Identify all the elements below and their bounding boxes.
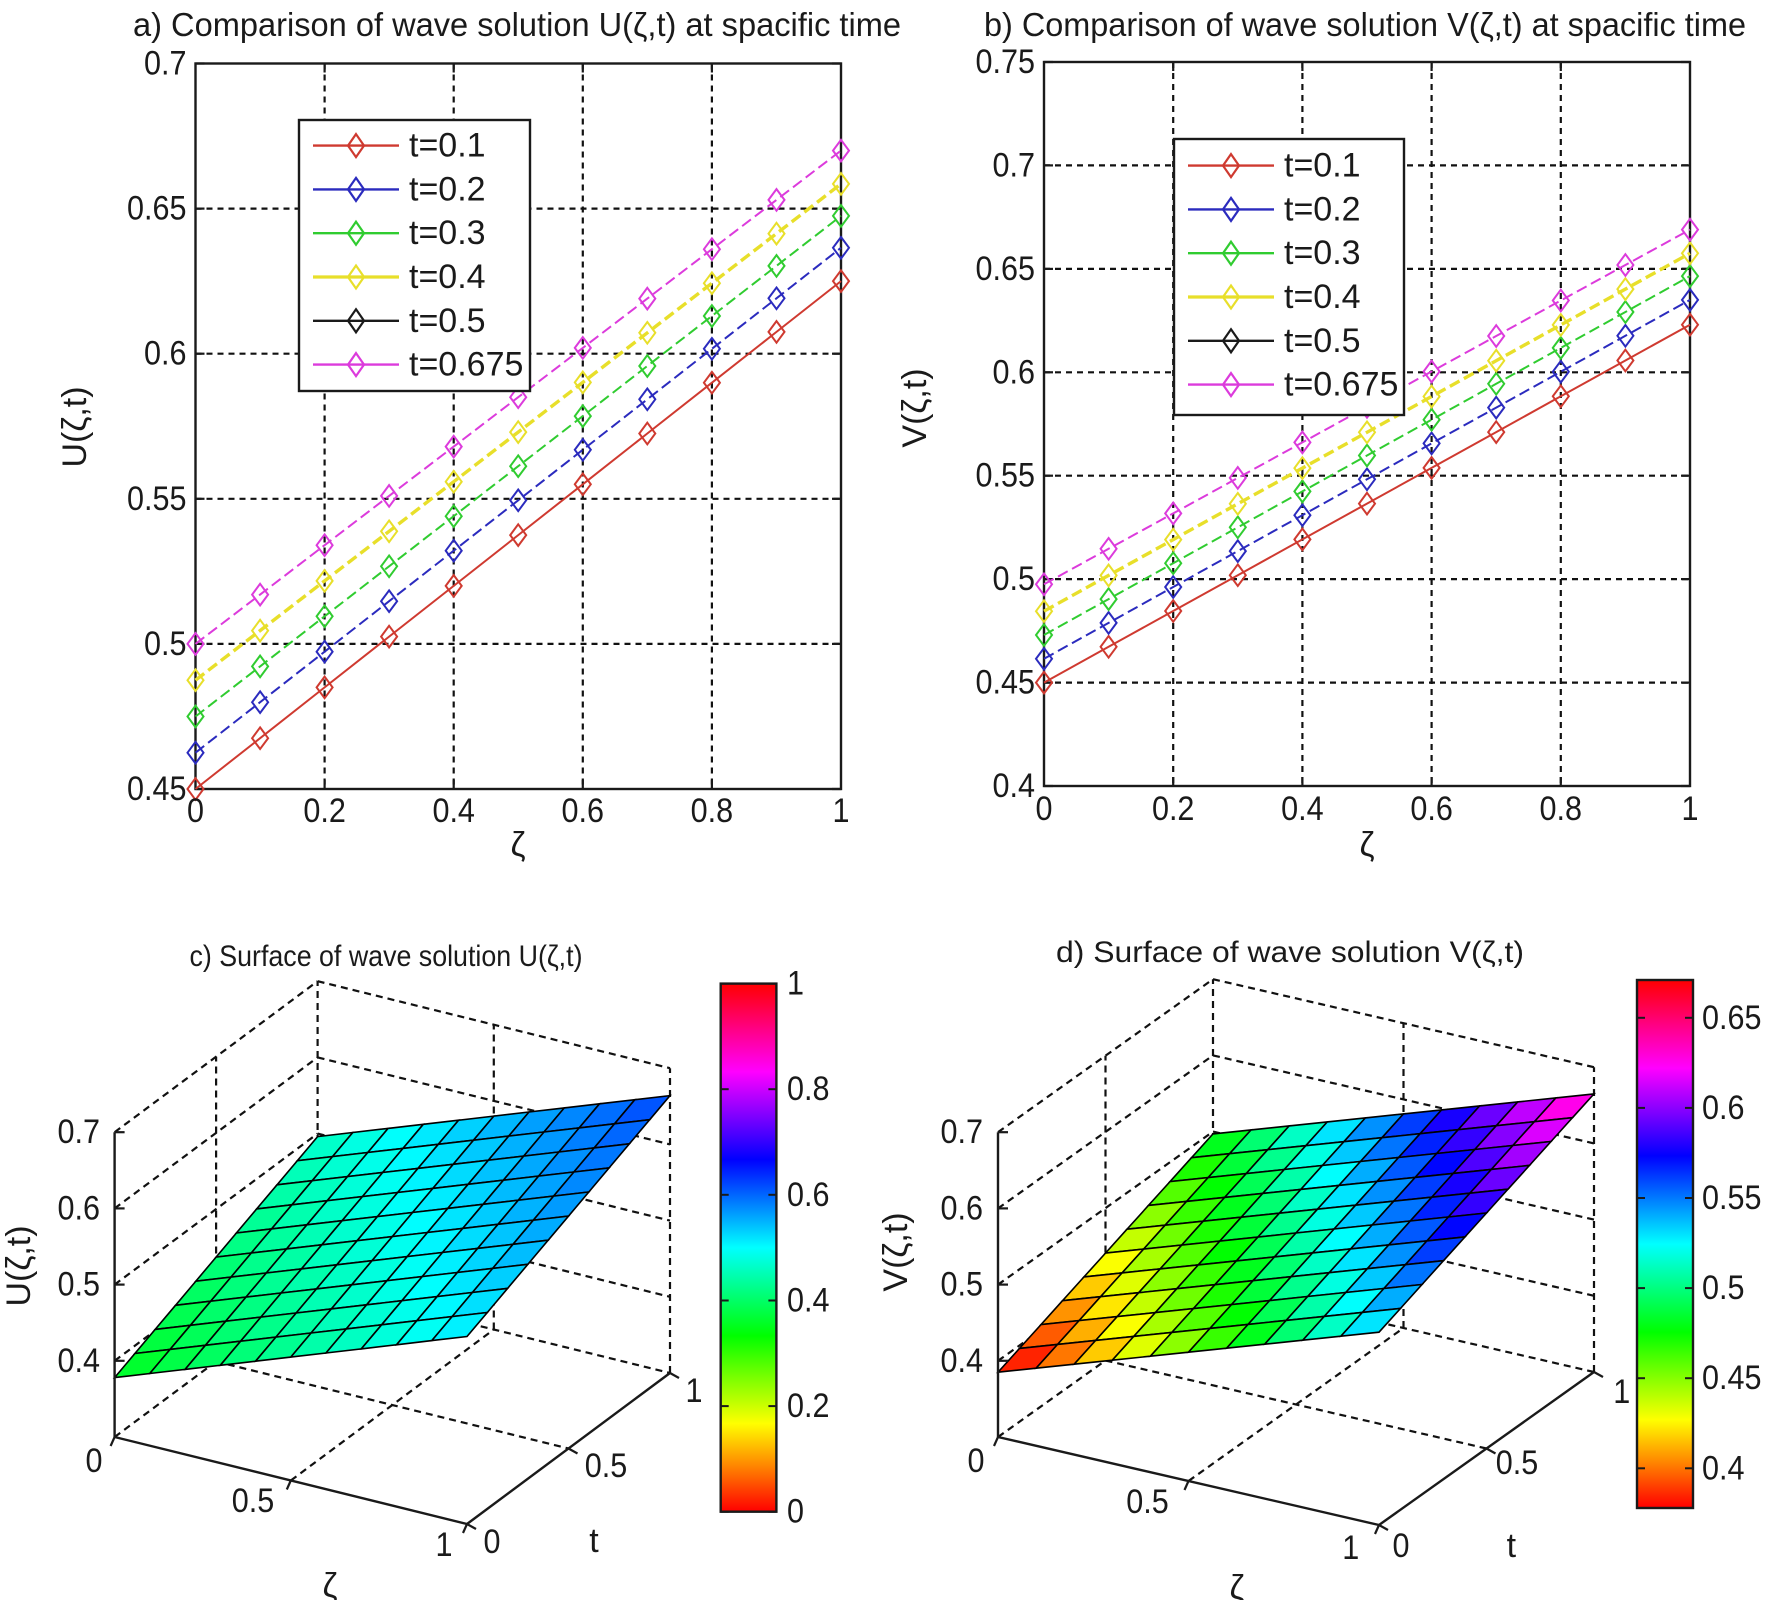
svg-text:0.5: 0.5	[58, 1266, 101, 1304]
svg-text:1: 1	[1342, 1529, 1359, 1567]
svg-text:0.6: 0.6	[993, 353, 1036, 391]
svg-text:0: 0	[787, 1493, 804, 1531]
svg-text:t=0.2: t=0.2	[1284, 190, 1361, 228]
svg-text:0.65: 0.65	[127, 190, 187, 228]
svg-text:0.45: 0.45	[127, 770, 187, 808]
svg-text:d) Surface of wave solution V(: d) Surface of wave solution V(ζ,t)	[1056, 936, 1524, 969]
svg-text:a) Comparison of wave solution: a) Comparison of wave solution U(ζ,t) at…	[133, 6, 901, 43]
svg-text:c) Surface of wave solution U(: c) Surface of wave solution U(ζ,t)	[190, 940, 583, 973]
svg-text:t=0.675: t=0.675	[1284, 366, 1398, 404]
svg-text:1: 1	[686, 1372, 703, 1410]
svg-text:0.7: 0.7	[993, 146, 1036, 184]
svg-text:ζ: ζ	[323, 1567, 338, 1600]
svg-text:t=0.1: t=0.1	[409, 127, 486, 165]
svg-text:t=0.4: t=0.4	[409, 258, 486, 296]
svg-text:0.4: 0.4	[787, 1282, 830, 1320]
svg-text:0.5: 0.5	[144, 625, 187, 663]
svg-text:0.6: 0.6	[144, 335, 187, 373]
svg-text:0.4: 0.4	[1281, 790, 1324, 828]
svg-text:t=0.1: t=0.1	[1284, 147, 1361, 185]
svg-text:0.75: 0.75	[976, 43, 1036, 81]
svg-text:0.2: 0.2	[1152, 790, 1195, 828]
svg-text:0: 0	[968, 1442, 985, 1480]
svg-text:0.55: 0.55	[1702, 1179, 1762, 1217]
svg-text:0.7: 0.7	[58, 1113, 101, 1151]
svg-text:t=0.3: t=0.3	[1284, 234, 1361, 272]
svg-text:0.55: 0.55	[976, 457, 1036, 495]
svg-text:0.5: 0.5	[993, 560, 1036, 598]
svg-text:ζ: ζ	[1360, 826, 1375, 864]
svg-text:0.7: 0.7	[941, 1113, 984, 1151]
svg-text:0.6: 0.6	[58, 1189, 101, 1227]
svg-text:0.8: 0.8	[787, 1070, 830, 1108]
svg-text:1: 1	[1682, 790, 1699, 828]
svg-text:0.45: 0.45	[1702, 1359, 1762, 1397]
svg-text:0.6: 0.6	[1702, 1089, 1745, 1127]
svg-text:0.65: 0.65	[1702, 999, 1762, 1037]
svg-text:1: 1	[787, 965, 804, 1003]
svg-text:t=0.4: t=0.4	[1284, 278, 1361, 316]
svg-text:0.55: 0.55	[127, 480, 187, 518]
svg-text:0.8: 0.8	[1540, 790, 1583, 828]
svg-text:U(ζ,t): U(ζ,t)	[56, 386, 94, 467]
svg-text:t=0.5: t=0.5	[1284, 322, 1361, 360]
svg-text:0.5: 0.5	[1702, 1269, 1745, 1307]
svg-text:1: 1	[833, 792, 850, 830]
svg-text:0.7: 0.7	[144, 45, 187, 83]
svg-text:0.4: 0.4	[993, 767, 1036, 805]
svg-text:0.8: 0.8	[691, 792, 734, 830]
svg-text:V(ζ,t): V(ζ,t)	[877, 1212, 915, 1291]
svg-text:0.6: 0.6	[1410, 790, 1453, 828]
svg-text:0.45: 0.45	[976, 664, 1036, 702]
svg-text:U(ζ,t): U(ζ,t)	[0, 1225, 38, 1306]
svg-text:0.6: 0.6	[941, 1189, 984, 1227]
svg-text:1: 1	[1613, 1373, 1630, 1411]
svg-text:0.2: 0.2	[303, 792, 346, 830]
svg-text:0.4: 0.4	[1702, 1449, 1745, 1487]
svg-text:0.5: 0.5	[1496, 1444, 1539, 1482]
svg-text:0.4: 0.4	[432, 792, 475, 830]
svg-text:0.4: 0.4	[941, 1342, 984, 1380]
svg-text:ζ: ζ	[511, 826, 526, 864]
svg-text:0: 0	[1393, 1527, 1410, 1565]
svg-text:V(ζ,t): V(ζ,t)	[896, 368, 934, 447]
svg-text:0: 0	[187, 792, 204, 830]
svg-text:0: 0	[484, 1523, 501, 1561]
svg-text:0: 0	[86, 1442, 103, 1480]
svg-text:b) Comparison of wave solution: b) Comparison of wave solution V(ζ,t) at…	[984, 6, 1746, 43]
svg-text:0.4: 0.4	[58, 1342, 101, 1380]
svg-text:0.2: 0.2	[787, 1387, 830, 1425]
svg-text:0.5: 0.5	[585, 1447, 628, 1485]
svg-text:t: t	[589, 1522, 599, 1560]
svg-text:t=0.2: t=0.2	[409, 170, 486, 208]
svg-text:0.5: 0.5	[232, 1482, 275, 1520]
svg-text:t=0.675: t=0.675	[409, 346, 523, 384]
svg-text:t=0.5: t=0.5	[409, 302, 486, 340]
svg-text:1: 1	[436, 1526, 453, 1564]
svg-text:0.5: 0.5	[1126, 1483, 1169, 1521]
svg-text:t: t	[1507, 1527, 1517, 1565]
svg-text:t=0.3: t=0.3	[409, 214, 486, 252]
svg-text:0: 0	[1036, 790, 1053, 828]
svg-text:0.65: 0.65	[976, 250, 1036, 288]
svg-text:0.5: 0.5	[941, 1266, 984, 1304]
svg-text:0.6: 0.6	[562, 792, 605, 830]
svg-text:ζ: ζ	[1230, 1569, 1245, 1600]
svg-text:0.6: 0.6	[787, 1176, 830, 1214]
